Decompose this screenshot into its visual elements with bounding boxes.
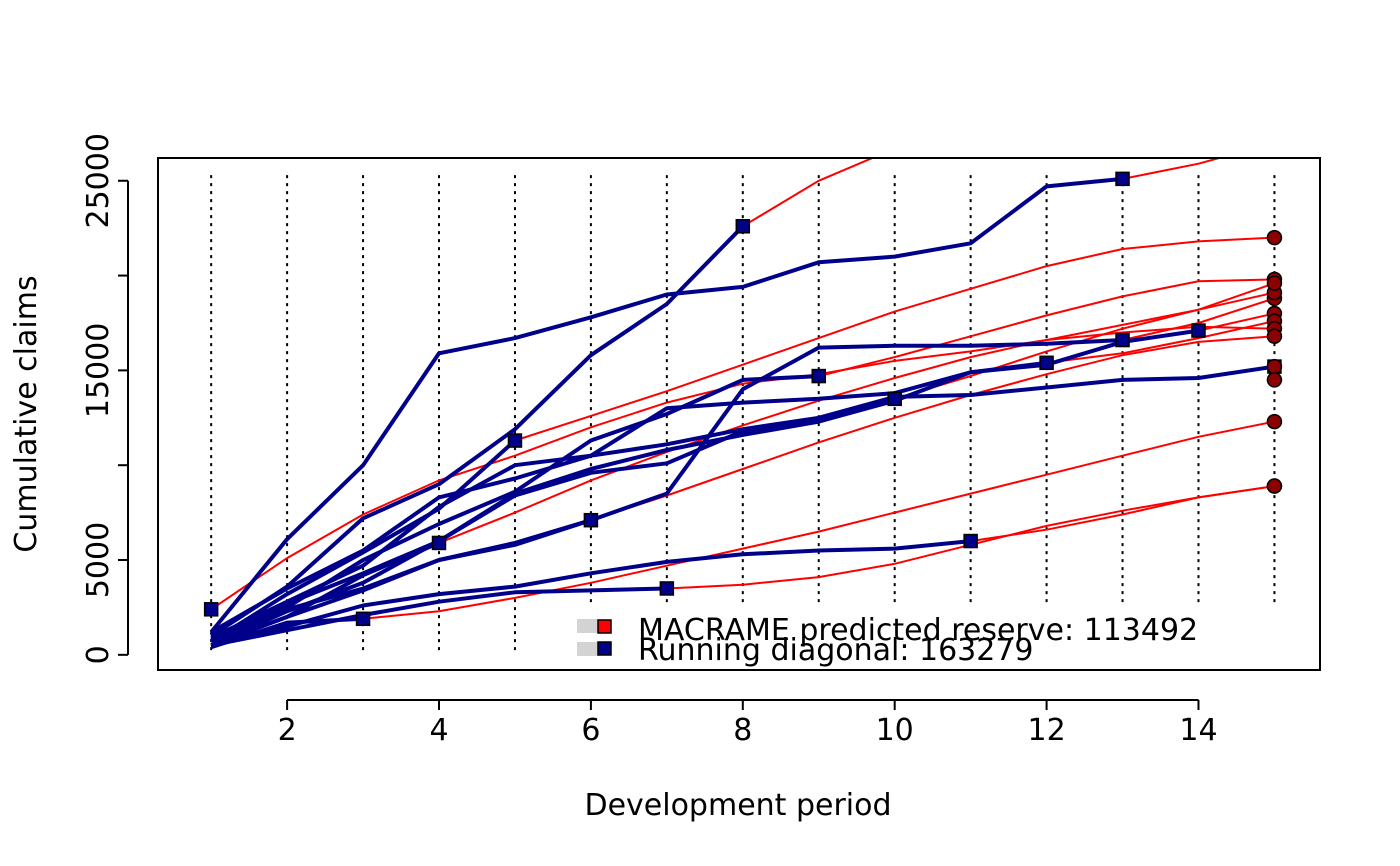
observed-line-4 — [210, 360, 1047, 644]
x-axis: 2 4 6 8 10 12 14 — [278, 699, 1218, 748]
diagonal-marker-4 — [1039, 355, 1054, 371]
legend-label-diagonal: Running diagonal: 163279 — [638, 633, 1034, 668]
diagonal-marker-13 — [659, 581, 675, 596]
observed-line-9 — [210, 439, 517, 644]
predicted-endpoint-15 — [1266, 275, 1283, 291]
y-tick-label-5000: 5000 — [81, 522, 116, 598]
extra-endpoint-2 — [1266, 372, 1283, 388]
predicted-endpoint-9 — [1266, 229, 1283, 246]
observed-line-8 — [210, 224, 745, 638]
plot-frame — [157, 157, 1321, 671]
predicted-line-15 — [210, 282, 1275, 611]
observed-line-12 — [210, 539, 971, 648]
predicted-endpoint-11 — [1266, 328, 1283, 345]
diagonal-marker-6 — [811, 368, 826, 384]
diagonal-marker-10 — [431, 535, 447, 551]
diagonal-marker-5 — [1115, 332, 1130, 348]
predicted-endpoint-14 — [1266, 413, 1283, 430]
observed-line-11 — [210, 518, 592, 648]
y-tick-label-0: 0 — [81, 645, 116, 664]
markers-group — [203, 171, 1283, 627]
diagonal-marker-11 — [583, 512, 599, 528]
diagonal-marker-8 — [735, 219, 751, 234]
predicted-line-6 — [818, 278, 1275, 378]
x-tick-label-12: 12 — [1027, 713, 1065, 748]
predicted-line-9 — [514, 236, 1275, 442]
legend: MACRAME predicted reserve: 113492 Runnin… — [577, 613, 1198, 668]
predicted-line-5 — [1122, 297, 1275, 341]
legend-label-predicted: MACRAME predicted reserve: 113492 — [638, 613, 1198, 648]
y-tick-label-25000: 25000 — [81, 133, 116, 228]
legend-marker-blue — [597, 641, 612, 656]
vertical-grid-lines — [210, 175, 1276, 655]
diagonal-marker-15 — [203, 602, 219, 617]
observed-line-2 — [209, 176, 1123, 634]
legend-box — [548, 606, 1320, 670]
x-tick-label-10: 10 — [876, 713, 914, 748]
predicted-line-10 — [438, 325, 1275, 544]
y-axis-label: Cumulative claims — [9, 275, 44, 552]
predicted-line-4 — [1046, 320, 1275, 364]
diagonal-marker-7 — [887, 391, 902, 407]
legend-marker-red — [597, 619, 612, 634]
diagonal-marker-9 — [507, 433, 523, 448]
observed-line-14 — [210, 616, 364, 650]
predicted-line-8 — [742, 158, 875, 228]
x-tick-label-8: 8 — [733, 713, 752, 748]
series-group — [209, 158, 1275, 650]
predicted-line-11 — [590, 335, 1275, 522]
x-tick-label-2: 2 — [278, 713, 297, 748]
predicted-line-2 — [1122, 158, 1223, 180]
diagonal-marker-2 — [1115, 171, 1130, 187]
legend-swatch-blue-bg — [577, 642, 601, 656]
x-tick-label-14: 14 — [1179, 713, 1217, 748]
x-tick-label-4: 4 — [429, 713, 448, 748]
observed-line-13 — [210, 586, 667, 648]
extra-endpoint-1 — [1266, 358, 1283, 375]
y-axis: 0 5000 15000 25000 — [81, 133, 129, 664]
legend-swatch-red-bg — [577, 619, 601, 633]
x-axis-label: Development period — [584, 788, 891, 823]
diagonal-marker-14 — [355, 611, 371, 627]
predicted-line-14 — [363, 420, 1275, 620]
x-tick-label-6: 6 — [581, 713, 600, 748]
y-tick-label-15000: 15000 — [81, 323, 116, 418]
predicted-endpoint-13 — [1266, 478, 1283, 494]
diagonal-marker-12 — [963, 533, 978, 549]
diagonal-marker-1 — [1191, 323, 1206, 338]
